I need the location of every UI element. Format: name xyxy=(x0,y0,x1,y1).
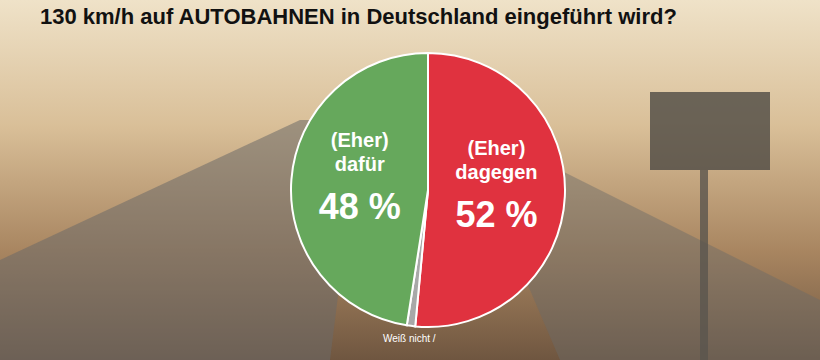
svg-text:48 %: 48 % xyxy=(319,186,401,227)
html-text:130 km/h auf AUTOBAHNEN in Deu: 130 km/h auf AUTOBAHNEN in Deutschland e… xyxy=(40,4,677,29)
svg-text:(Eher): (Eher) xyxy=(468,137,526,159)
svg-text:dagegen: dagegen xyxy=(455,161,537,183)
svg-text:Weiß nicht /: Weiß nicht / xyxy=(383,333,436,344)
svg-text:dafür: dafür xyxy=(335,153,385,175)
svg-text:(Eher): (Eher) xyxy=(331,129,389,151)
svg-text:52 %: 52 % xyxy=(455,194,537,235)
